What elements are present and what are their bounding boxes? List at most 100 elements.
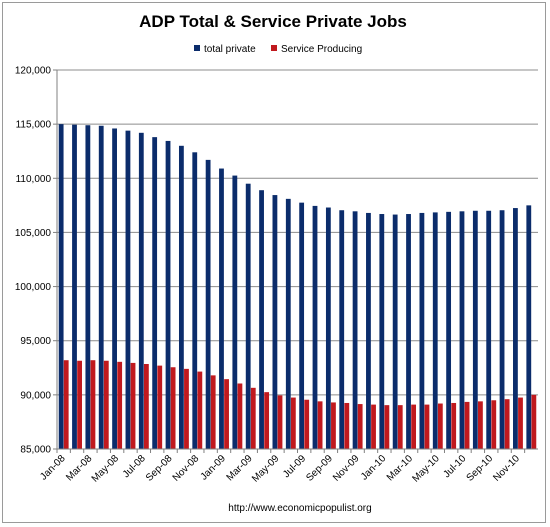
bar-service-producing [277, 395, 283, 449]
bar-total-private [325, 207, 331, 449]
bar-total-private [178, 145, 184, 450]
x-tick-label: Sep-10 [465, 453, 496, 484]
bar-service-producing [237, 383, 243, 449]
bar-total-private [366, 212, 371, 449]
bar-service-producing [210, 375, 216, 449]
bar-service-producing [371, 404, 376, 449]
bar-service-producing [250, 387, 256, 449]
bar-service-producing [384, 405, 390, 449]
bar-total-private [339, 210, 345, 449]
x-tick-label: May-09 [250, 453, 282, 485]
bar-service-producing [90, 360, 96, 449]
bar-service-producing [504, 399, 510, 449]
bar-total-private [85, 125, 91, 449]
bar-total-private [299, 202, 305, 449]
bar-service-producing [357, 404, 363, 449]
bar-service-producing [197, 371, 203, 449]
bar-total-private [446, 211, 452, 449]
bars [58, 124, 537, 450]
bar-total-private [379, 214, 385, 449]
bar-total-private [499, 210, 505, 449]
y-tick-label: 95,000 [20, 336, 51, 347]
bar-total-private [192, 152, 198, 450]
bar-service-producing [397, 405, 403, 449]
bar-service-producing [290, 397, 296, 449]
y-tick-label: 110,000 [16, 174, 52, 185]
x-tick-label: May-10 [410, 453, 442, 485]
x-tick-label: Sep-09 [304, 453, 335, 484]
bar-service-producing [491, 400, 497, 449]
bar-total-private [312, 205, 318, 449]
bar-total-private [419, 212, 425, 449]
y-tick-label: 100,000 [15, 282, 52, 293]
bar-total-private [112, 128, 117, 449]
bar-total-private [432, 212, 438, 449]
legend-swatch-total-private [194, 45, 200, 51]
chart-title: ADP Total & Service Private Jobs [139, 12, 407, 31]
legend-label-service-producing: Service Producing [281, 44, 362, 55]
x-tick-label: May-08 [90, 453, 122, 485]
bar-total-private [138, 132, 144, 449]
bar-service-producing [331, 402, 336, 449]
bar-total-private [219, 168, 224, 450]
bar-service-producing [63, 360, 69, 449]
bar-total-private [526, 205, 532, 449]
bar-total-private [472, 210, 478, 449]
bar-total-private [392, 214, 398, 449]
bar-service-producing [304, 399, 310, 449]
x-tick-label: Nov-09 [331, 453, 362, 484]
bar-total-private [245, 183, 251, 449]
bar-service-producing [478, 401, 483, 449]
y-tick-labels: 85,000 90,000 95,000 100,000 105,000 110,000 1… [15, 66, 52, 456]
bar-service-producing [157, 365, 163, 449]
bar-service-producing [117, 361, 123, 449]
bar-total-private [352, 211, 358, 449]
bar-service-producing [451, 402, 457, 449]
x-tick-label: Mar-09 [225, 453, 255, 483]
y-tick-label: 120,000 [15, 66, 52, 77]
y-tick-label: 85,000 [20, 445, 51, 456]
bar-service-producing [103, 360, 109, 449]
bar-total-private [486, 210, 492, 449]
y-tick-label: 105,000 [15, 228, 52, 239]
source-url: http://www.economicpopulist.org [228, 503, 371, 514]
x-tick-label: Nov-08 [171, 453, 202, 484]
bar-total-private [165, 140, 171, 449]
legend-label-total-private: total private [204, 44, 256, 55]
x-tick-label: Nov-10 [491, 453, 522, 484]
bar-service-producing [77, 360, 82, 449]
bar-total-private [98, 125, 104, 450]
bar-total-private [125, 130, 131, 449]
bar-service-producing [170, 367, 176, 449]
bar-service-producing [143, 364, 149, 449]
bar-total-private [58, 124, 64, 449]
bar-service-producing [317, 401, 323, 449]
bar-service-producing [264, 392, 270, 449]
x-tick-label: Sep-08 [144, 453, 175, 484]
bar-total-private [272, 195, 278, 449]
bar-service-producing [411, 404, 417, 449]
x-tick-label: Jan-10 [359, 453, 389, 483]
x-tick-label: Jan-09 [199, 453, 229, 483]
y-tick-label: 90,000 [20, 390, 51, 401]
bar-service-producing [464, 401, 470, 449]
bar-total-private [459, 211, 465, 449]
bar-total-private [513, 208, 518, 449]
bar-service-producing [437, 403, 443, 449]
bar-total-private [205, 159, 211, 449]
bar-total-private [285, 198, 291, 449]
bar-service-producing [184, 368, 189, 449]
bar-total-private [259, 190, 264, 449]
bar-total-private [72, 124, 77, 450]
y-tick-label: 115,000 [16, 120, 52, 131]
x-tick-label: Jan-08 [38, 453, 68, 483]
bar-total-private [232, 175, 238, 449]
bar-service-producing [130, 362, 136, 449]
x-tick-label: Mar-10 [385, 453, 415, 483]
bar-service-producing [518, 397, 523, 449]
legend: total private Service Producing [194, 44, 362, 55]
bar-service-producing [424, 404, 430, 449]
bar-service-producing [344, 402, 350, 449]
